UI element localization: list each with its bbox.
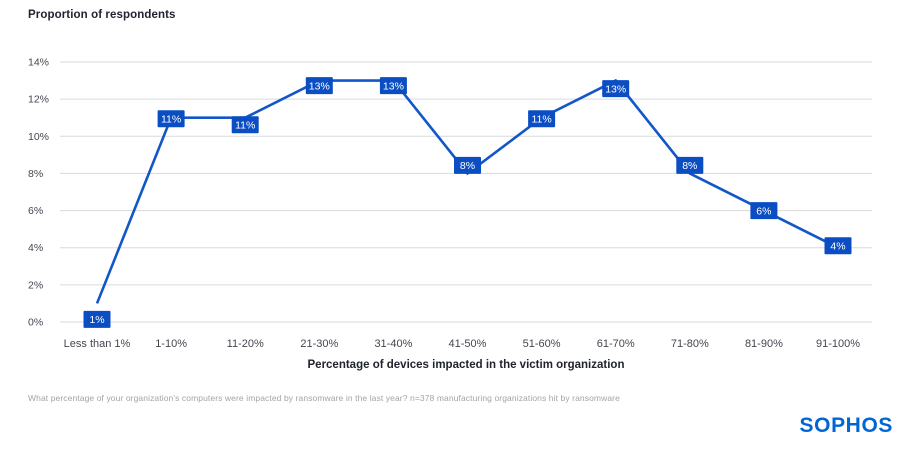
data-point-label: 6% xyxy=(756,205,771,217)
data-point-label-box xyxy=(528,110,556,128)
data-point-label-box xyxy=(231,116,259,134)
x-tick-label: 1-10% xyxy=(155,338,187,350)
y-tick-label: 2% xyxy=(28,279,43,291)
data-point-label-box xyxy=(454,156,481,174)
x-tick-label: Less than 1% xyxy=(64,338,131,350)
data-point-label-box xyxy=(824,237,852,255)
x-tick-label: 51-60% xyxy=(523,338,561,350)
y-axis-title: Proportion of respondents xyxy=(28,9,176,21)
y-tick-label: 6% xyxy=(28,205,43,217)
data-point-label: 13% xyxy=(383,80,404,92)
data-point-label: 1% xyxy=(89,314,104,326)
x-tick-label: 21-30% xyxy=(300,338,338,350)
data-point-label: 13% xyxy=(309,80,330,92)
data-point-label: 13% xyxy=(605,83,626,95)
data-point-label-box xyxy=(602,80,630,98)
x-tick-label: 81-90% xyxy=(745,338,783,350)
data-point-label: 4% xyxy=(830,240,845,252)
y-tick-label: 0% xyxy=(28,317,43,329)
y-tick-label: 12% xyxy=(28,94,49,106)
sophos-logo: SOPHOS xyxy=(799,414,893,437)
y-tick-label: 10% xyxy=(28,131,49,143)
survey-footnote: What percentage of your organization's c… xyxy=(28,393,620,403)
data-point-label: 11% xyxy=(235,119,255,131)
y-tick-label: 8% xyxy=(28,168,43,180)
x-axis-title: Percentage of devices impacted in the vi… xyxy=(307,359,625,371)
x-tick-label: 11-20% xyxy=(227,338,264,350)
data-point-label-box xyxy=(83,310,111,328)
data-point-label-box xyxy=(379,77,407,95)
data-point-label-box xyxy=(676,156,704,174)
y-tick-label: 4% xyxy=(28,242,43,254)
data-point-label: 11% xyxy=(161,113,181,125)
data-point-label-box xyxy=(305,77,333,95)
data-point-label: 11% xyxy=(531,113,551,125)
data-line xyxy=(95,78,839,304)
data-point-label-box xyxy=(750,202,778,220)
data-point-label-box xyxy=(157,110,185,128)
x-tick-label: 91-100% xyxy=(816,338,860,350)
line-chart: 0% 2% 4% 6% 8% 10% 12% 14% Less than 1% 1-10% 11-2… xyxy=(28,57,872,350)
x-tick-label: 71-80% xyxy=(671,338,709,350)
data-point-label: 8% xyxy=(682,160,697,172)
x-tick-label: 41-50% xyxy=(449,338,487,350)
data-point-label: 8% xyxy=(460,160,475,172)
x-tick-label: 31-40% xyxy=(374,338,412,350)
x-tick-label: 61-70% xyxy=(597,338,635,350)
y-tick-label: 14% xyxy=(28,57,49,69)
